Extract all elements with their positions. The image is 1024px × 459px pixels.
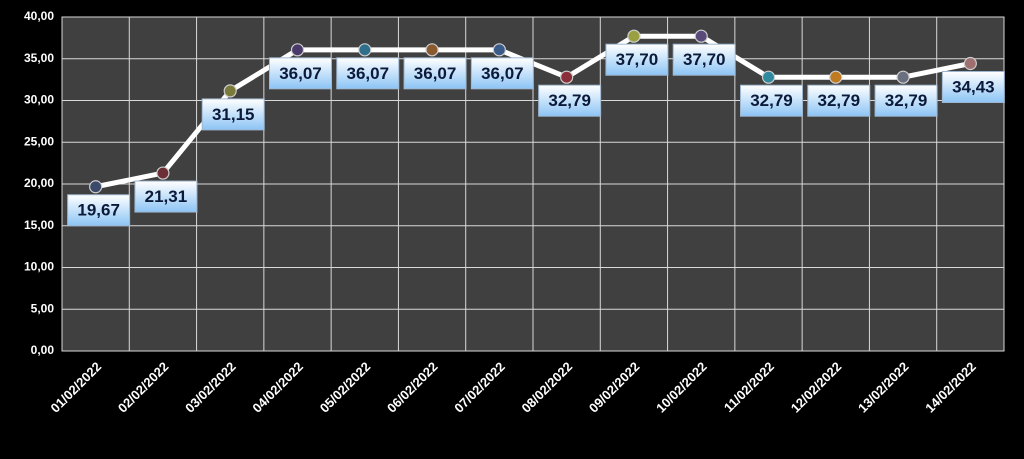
x-tick-label: 12/02/2022 — [788, 359, 845, 416]
value-label-box — [874, 84, 938, 117]
x-tick-label: 03/02/2022 — [182, 359, 239, 416]
value-label: 34,43 — [952, 77, 995, 96]
point — [963, 56, 977, 71]
value-label: 32,79 — [885, 91, 928, 110]
value-label-box — [134, 180, 198, 213]
y-tick-label: 40,00 — [24, 9, 54, 23]
point — [829, 70, 843, 84]
value-label-box — [67, 194, 131, 227]
point — [896, 70, 910, 84]
value-label-box — [605, 43, 669, 76]
y-tick-label: 20,00 — [24, 176, 54, 190]
point — [223, 84, 237, 98]
value-label-box — [807, 84, 871, 117]
value-label: 37,70 — [616, 50, 659, 69]
value-label: 32,79 — [548, 91, 591, 110]
x-tick-label: 04/02/2022 — [249, 359, 306, 416]
value-label-box — [538, 84, 602, 117]
point — [89, 180, 103, 194]
point — [425, 43, 439, 57]
x-tick-label: 01/02/2022 — [48, 359, 105, 416]
point — [156, 166, 170, 180]
value-label: 31,15 — [212, 105, 255, 124]
x-tick-label: 11/02/2022 — [721, 359, 777, 415]
y-tick-label: 35,00 — [24, 51, 54, 65]
value-label: 36,07 — [481, 64, 524, 83]
x-tick-label: 14/02/2022 — [922, 359, 979, 416]
x-tick-label: 09/02/2022 — [586, 359, 643, 416]
value-label: 21,31 — [145, 187, 188, 206]
point — [761, 70, 776, 84]
plot-border — [61, 16, 1005, 352]
point — [694, 29, 708, 43]
value-label-box — [269, 57, 332, 90]
point — [492, 43, 506, 57]
point — [290, 43, 305, 57]
x-tick-label: 02/02/2022 — [115, 359, 172, 416]
value-label: 37,70 — [683, 50, 726, 69]
value-label-box — [201, 98, 265, 131]
x-tick-label: 13/02/2022 — [855, 359, 912, 416]
value-label: 36,07 — [414, 64, 457, 83]
value-label: 36,07 — [347, 64, 390, 83]
x-tick-label: 05/02/2022 — [317, 359, 374, 416]
y-tick-label: 0,00 — [31, 343, 55, 357]
point — [358, 43, 372, 57]
value-label-box — [336, 57, 400, 90]
y-tick-label: 25,00 — [24, 134, 54, 148]
x-tick-label: 08/02/2022 — [519, 359, 576, 416]
value-label: 32,79 — [818, 91, 861, 110]
value-label: 32,79 — [750, 91, 793, 110]
value-label-box — [740, 84, 803, 117]
value-label-box — [470, 57, 534, 90]
value-label-box — [403, 57, 467, 90]
x-tick-label: 10/02/2022 — [653, 359, 710, 416]
y-tick-label: 30,00 — [24, 93, 54, 107]
y-tick-label: 5,00 — [31, 301, 55, 315]
y-tick-label: 10,00 — [24, 260, 54, 274]
value-label-box — [941, 71, 1005, 104]
point — [560, 70, 574, 84]
value-label-box — [672, 43, 736, 76]
value-label: 36,07 — [279, 64, 322, 83]
x-tick-label: 06/02/2022 — [384, 359, 441, 416]
y-tick-label: 15,00 — [24, 218, 54, 232]
x-tick-label: 07/02/2022 — [451, 359, 508, 416]
value-label: 19,67 — [77, 201, 120, 220]
point — [627, 29, 641, 43]
